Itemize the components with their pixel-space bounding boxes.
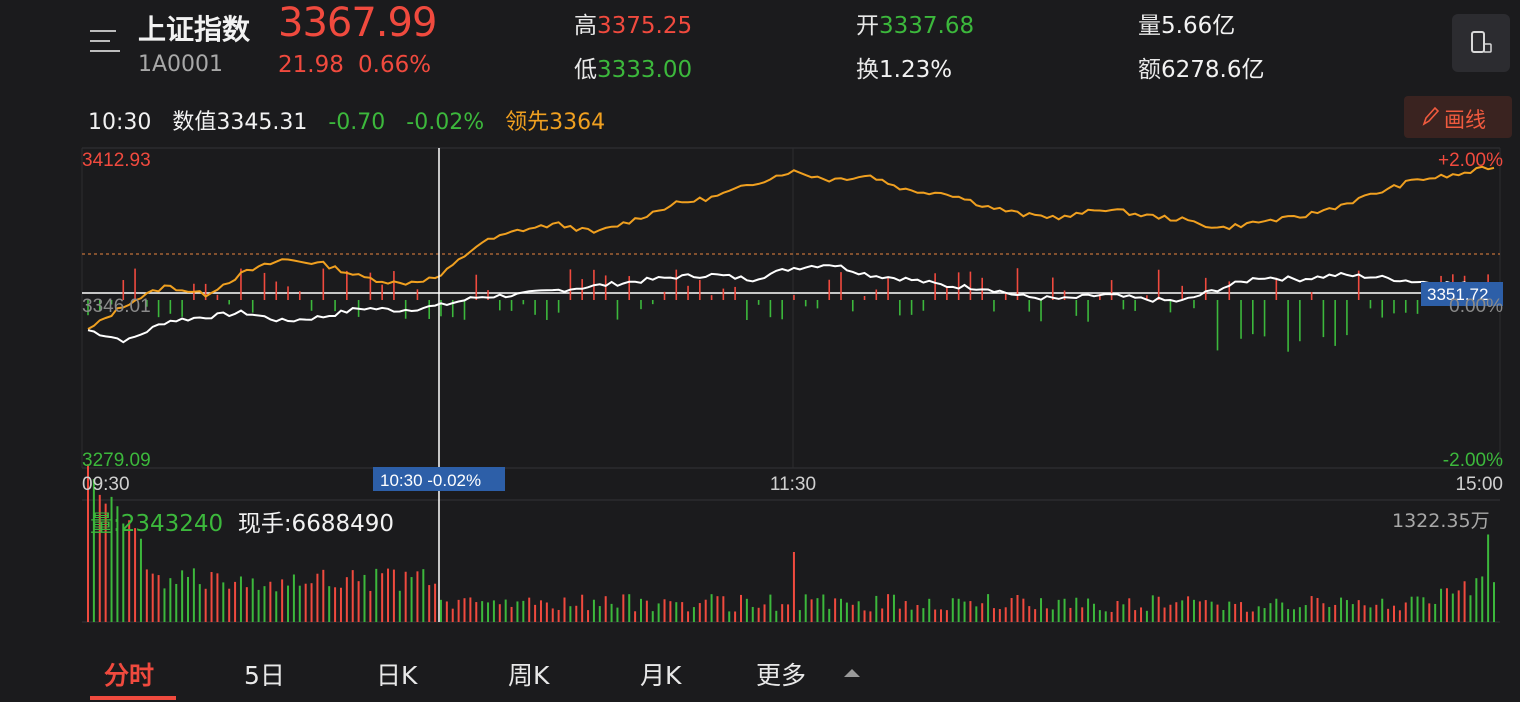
y-max-label: 3412.93 [82, 150, 151, 171]
crosshair-x-tag-text: 10:30 -0.02% [380, 471, 481, 490]
crosshair-lead: 领先3364 [505, 110, 606, 135]
active-tab-indicator [90, 696, 176, 700]
index-code: 1A0001 [138, 52, 224, 77]
pct-top-label: +2.00% [1438, 150, 1503, 171]
crosshair-y-tag: 3351.72 [1421, 282, 1503, 306]
screen-rotate-button[interactable] [1452, 14, 1510, 72]
y-min-label: 3279.09 [82, 450, 151, 471]
stat-label: 开 [856, 13, 879, 39]
tab-monthly-k[interactable]: 月K [640, 661, 682, 690]
intraday-chart[interactable]: 10:30 -0.02% 3351.72 3412.93 3279.09 3346.0… [0, 140, 1520, 640]
y-mid-label: 3346.01 [82, 296, 151, 317]
stat-value: 6278.6亿 [1161, 57, 1265, 83]
crosshair: 10:30 -0.02% 3351.72 [373, 148, 1503, 622]
price-change-pct: 0.66% [358, 52, 432, 78]
pencil-icon [1420, 104, 1440, 133]
stat-value: 5.66亿 [1161, 13, 1236, 39]
pct-mid-label: 0.00% [1449, 296, 1503, 317]
crosshair-y-tag-text: 3351.72 [1427, 285, 1488, 304]
tab-weekly-k[interactable]: 周K [508, 661, 550, 690]
stat-open: 开3337.68 [856, 6, 974, 40]
tick-volume-bars [87, 268, 1489, 352]
x-mid-label: 11:30 [770, 474, 816, 495]
chart-grid [81, 147, 1501, 623]
price-change: 21.98 [278, 52, 344, 78]
stat-label: 低 [574, 57, 597, 83]
tab-daily-k[interactable]: 日K [376, 661, 418, 690]
stat-label: 高 [574, 13, 597, 39]
crosshair-y-tag-bg [1421, 282, 1503, 306]
price-line [87, 264, 1495, 344]
tab-5day[interactable]: 5日 [244, 661, 285, 690]
draw-line-button[interactable]: 画线 [1404, 96, 1512, 138]
stat-value: 3333.00 [597, 57, 693, 83]
crosshair-change: -0.70 [328, 110, 386, 135]
menu-line [90, 40, 110, 42]
period-tabs: 分时 5日 日K 周K 月K 更多 [0, 640, 1520, 702]
stat-label: 额 [1138, 57, 1161, 83]
index-title: 上证指数 [138, 13, 251, 46]
phone-rotate-icon [1471, 31, 1492, 53]
stat-label: 量 [1138, 13, 1161, 39]
crosshair-x-tag-bg [373, 467, 505, 491]
lead-line [87, 165, 1495, 330]
stat-label: 换 [856, 57, 879, 83]
volume-bars [87, 464, 1495, 622]
crosshair-info: 10:30 数值3345.31 -0.70 -0.02% 领先3364 [88, 104, 605, 136]
current-price: 3367.99 [278, 0, 437, 46]
volume-info: 量:2343240 现手:6688490 [90, 504, 394, 538]
stat-turnover: 换1.23% [856, 50, 952, 84]
pct-bottom-label: -2.00% [1443, 450, 1503, 471]
x-end-label: 15:00 [1455, 474, 1503, 495]
stat-value: 3337.68 [879, 13, 975, 39]
menu-line [90, 50, 120, 52]
volume-max-label: 1322.35万 [1392, 510, 1490, 532]
crosshair-time: 10:30 [88, 110, 152, 135]
stat-volume: 量5.66亿 [1138, 6, 1235, 40]
caret-up-icon [842, 664, 862, 683]
crosshair-x-tag: 10:30 -0.02% [373, 467, 505, 491]
crosshair-value: 数值3345.31 [172, 110, 308, 135]
stat-low: 低3333.00 [574, 50, 692, 84]
stat-amount: 额6278.6亿 [1138, 50, 1264, 84]
axis-labels: 3412.93 3279.09 3346.01 +2.00% 0.00% -2.00% 09… [82, 150, 1503, 495]
draw-line-label: 画线 [1444, 108, 1486, 132]
stat-value: 3375.25 [597, 13, 693, 39]
tab-more[interactable]: 更多 [756, 661, 807, 690]
volume-label: 量:2343240 [90, 511, 224, 537]
menu-button[interactable] [86, 24, 122, 58]
x-start-label: 09:30 [82, 474, 130, 495]
stat-value: 1.23% [879, 57, 953, 83]
menu-lines-icon [90, 30, 116, 32]
stat-high: 高3375.25 [574, 6, 692, 40]
tab-intraday[interactable]: 分时 [104, 661, 155, 690]
crosshair-change-pct: -0.02% [406, 110, 485, 135]
hand-label: 现手:6688490 [237, 511, 394, 537]
